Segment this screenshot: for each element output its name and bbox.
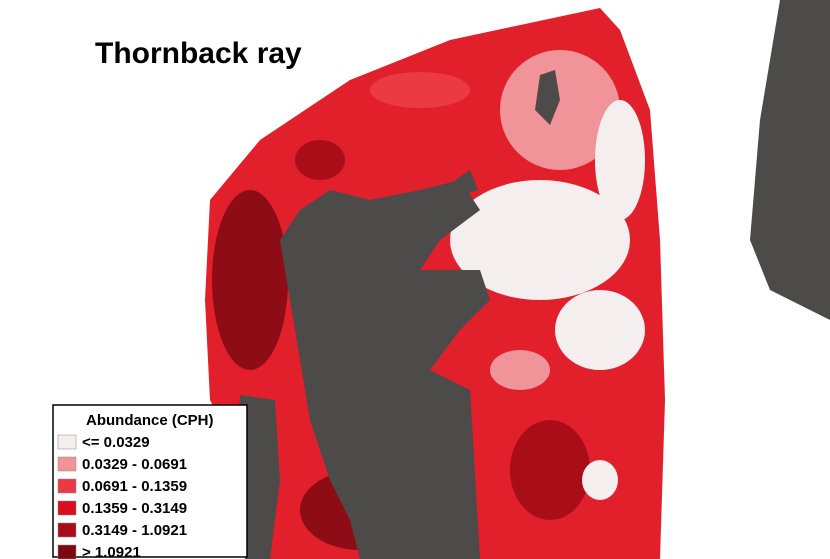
legend-label: 0.0329 - 0.0691 xyxy=(82,456,187,473)
legend-label: > 1.0921 xyxy=(82,544,141,559)
legend-box xyxy=(52,404,248,558)
legend-title: Abundance (CPH) xyxy=(86,412,214,429)
legend-swatch xyxy=(57,544,77,559)
legend-label: 0.1359 - 0.3149 xyxy=(82,500,187,517)
legend-swatch xyxy=(57,500,77,516)
legend-swatch xyxy=(57,522,77,538)
legend-swatch xyxy=(57,456,77,472)
legend-swatch xyxy=(57,434,77,450)
legend-label: <= 0.0329 xyxy=(82,434,150,451)
legend-label: 0.3149 - 1.0921 xyxy=(82,522,187,539)
map-title: Thornback ray xyxy=(95,37,302,70)
legend-label: 0.0691 - 0.1359 xyxy=(82,478,187,495)
legend-swatch xyxy=(57,478,77,494)
legend-items: <= 0.0329 0.0329 - 0.0691 0.0691 - 0.1359 0… xyxy=(57,434,187,559)
